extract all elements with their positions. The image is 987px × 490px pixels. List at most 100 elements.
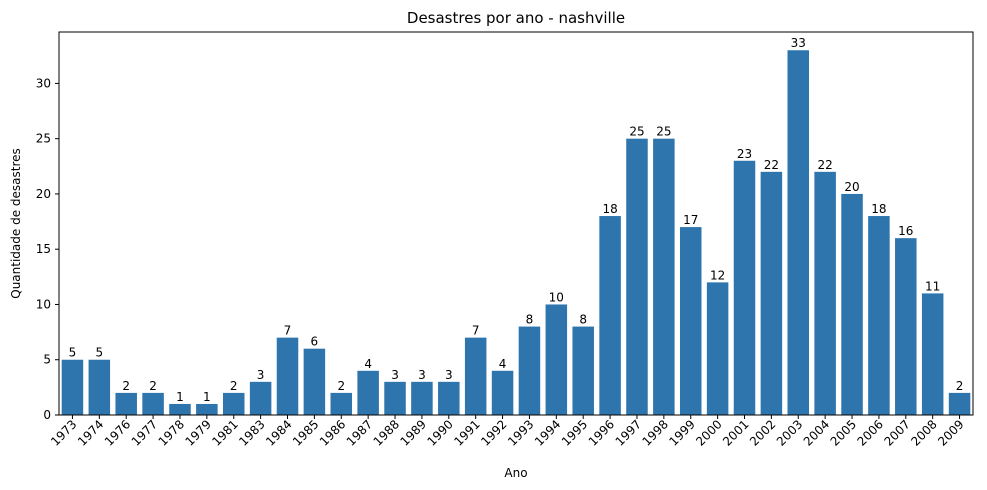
data-label-1985: 6 [311, 335, 319, 349]
x-axis-label: Ano [504, 466, 527, 480]
data-label-1984: 7 [284, 324, 292, 338]
x-tick-label-1998: 1998 [639, 417, 670, 448]
bar-2000 [706, 282, 729, 415]
x-tick-label-2006: 2006 [855, 417, 886, 448]
bar-1996 [599, 216, 621, 415]
bar-1976 [115, 392, 137, 415]
y-tick-label-30: 30 [36, 76, 51, 90]
bar-1998 [653, 138, 675, 416]
y-axis: 0 5 10 15 20 25 30 [36, 76, 59, 422]
data-label-2005: 20 [844, 180, 859, 194]
data-label-1978: 1 [176, 390, 184, 404]
data-label-1974: 5 [95, 346, 103, 360]
data-label-1979: 1 [203, 390, 211, 404]
bar-2008 [921, 293, 944, 415]
x-tick-label-1993: 1993 [505, 417, 536, 448]
bar-2004 [814, 171, 836, 415]
bar-2006 [868, 216, 890, 415]
data-label-1989: 3 [418, 368, 426, 382]
x-tick-label-2007: 2007 [881, 417, 912, 448]
y-tick-label-20: 20 [36, 187, 51, 201]
bars-group [61, 50, 971, 416]
bar-2002 [760, 171, 783, 415]
data-label-1976: 2 [122, 379, 130, 393]
x-tick-label-1981: 1981 [209, 417, 240, 448]
x-tick-label-1991: 1991 [451, 417, 482, 448]
x-tick-label-2005: 2005 [828, 417, 859, 448]
y-tick-label-15: 15 [36, 242, 51, 256]
bar-2007 [895, 238, 917, 415]
x-tick-label-1988: 1988 [371, 417, 402, 448]
bar-1983 [249, 381, 272, 415]
x-tick-label-1985: 1985 [290, 417, 321, 448]
data-label-1997: 25 [629, 125, 644, 139]
x-tick-label-1992: 1992 [478, 417, 509, 448]
x-tick-label-2009: 2009 [935, 417, 966, 448]
y-tick-label-25: 25 [36, 132, 51, 146]
bar-2003 [787, 50, 810, 416]
bar-1989 [411, 381, 433, 415]
x-axis: 1973197419761977197819791981198319841985… [48, 415, 967, 449]
bar-1978 [169, 403, 191, 415]
bar-2005 [841, 193, 863, 415]
bar-1973 [61, 359, 84, 415]
bar-1999 [679, 227, 702, 415]
y-axis-label: Quantidade de desastres [9, 148, 23, 299]
data-label-1986: 2 [337, 379, 345, 393]
x-tick-label-1976: 1976 [102, 417, 133, 448]
data-label-1977: 2 [149, 379, 157, 393]
bar-1993 [518, 326, 541, 415]
x-tick-label-1973: 1973 [48, 417, 79, 448]
y-tick-label-0: 0 [43, 408, 51, 422]
x-tick-label-1977: 1977 [129, 417, 160, 448]
bar-1995 [572, 326, 594, 415]
data-label-1995: 8 [579, 313, 587, 327]
x-tick-label-1974: 1974 [75, 417, 106, 448]
x-tick-label-2001: 2001 [720, 417, 751, 448]
data-label-2009: 2 [956, 379, 964, 393]
data-label-1973: 5 [69, 346, 77, 360]
data-label-2000: 12 [710, 268, 725, 282]
x-tick-label-1996: 1996 [586, 417, 617, 448]
data-label-1983: 3 [257, 368, 265, 382]
x-tick-label-1986: 1986 [317, 417, 348, 448]
x-tick-label-1990: 1990 [424, 417, 455, 448]
plot-frame [58, 31, 974, 416]
x-tick-label-2003: 2003 [774, 417, 805, 448]
bar-1991 [464, 337, 487, 415]
bar-1988 [384, 381, 406, 415]
data-label-1991: 7 [472, 324, 480, 338]
x-tick-label-1987: 1987 [344, 417, 375, 448]
bar-1990 [438, 381, 460, 415]
x-tick-label-1997: 1997 [613, 417, 644, 448]
bar-1984 [276, 337, 299, 415]
data-label-1987: 4 [364, 357, 372, 371]
bar-1981 [222, 392, 245, 415]
bar-1986 [330, 392, 353, 415]
bar-1992 [491, 370, 514, 415]
x-tick-label-1989: 1989 [398, 417, 429, 448]
bar-1979 [196, 403, 218, 415]
y-tick-label-10: 10 [36, 297, 51, 311]
bar-2001 [733, 160, 756, 415]
bar-1987 [357, 370, 379, 415]
x-tick-label-2000: 2000 [693, 417, 724, 448]
bar-1985 [303, 348, 326, 415]
data-label-1992: 4 [499, 357, 507, 371]
data-label-1998: 25 [656, 125, 671, 139]
x-tick-label-2008: 2008 [908, 417, 939, 448]
data-label-1981: 2 [230, 379, 238, 393]
bar-1994 [545, 304, 568, 415]
bar-2009 [948, 392, 971, 415]
x-tick-label-1984: 1984 [263, 417, 294, 448]
data-label-1996: 18 [602, 202, 617, 216]
data-label-1999: 17 [683, 213, 698, 227]
x-tick-label-2004: 2004 [801, 417, 832, 448]
data-label-2004: 22 [818, 158, 833, 172]
data-label-2008: 11 [925, 279, 940, 293]
x-tick-label-1978: 1978 [156, 417, 187, 448]
data-label-2002: 22 [764, 158, 779, 172]
data-label-2006: 18 [871, 202, 886, 216]
chart-title: Desastres por ano - nashville [407, 9, 625, 27]
